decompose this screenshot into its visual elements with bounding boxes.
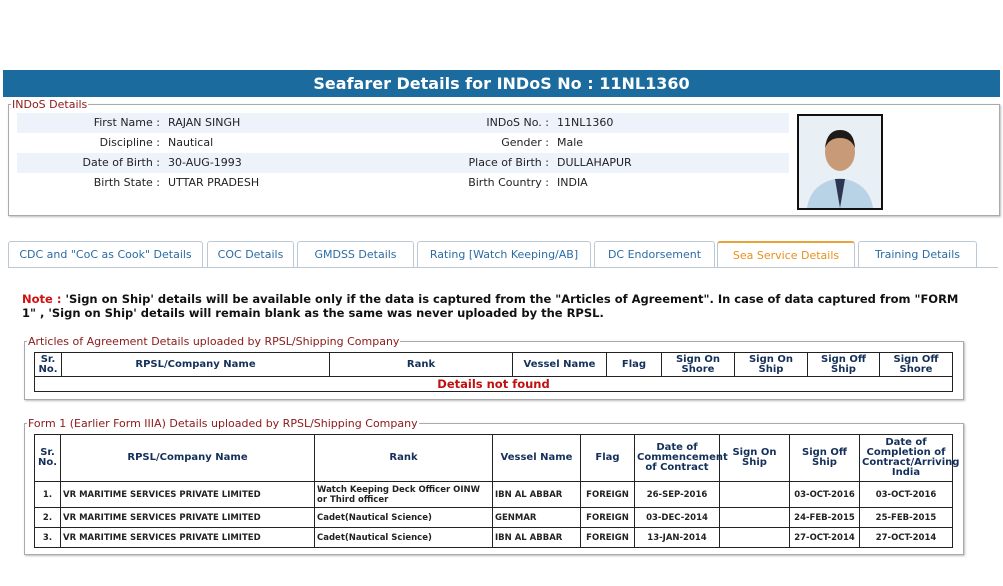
field-label: Discipline : [99, 136, 160, 149]
column-header: Flag [580, 434, 635, 482]
tab[interactable]: GMDSS Details [297, 241, 414, 268]
table-cell: 25-FEB-2015 [859, 507, 953, 528]
table-cell: IBN AL ABBAR [492, 527, 581, 548]
column-header: RPSL/Company Name [61, 352, 330, 377]
table-cell: VR MARITIME SERVICES PRIVATE LIMITED [60, 527, 315, 548]
column-header: Vessel Name [512, 352, 607, 377]
field-value: DULLAHAPUR [557, 156, 632, 169]
column-header: Sr. No. [34, 434, 61, 482]
detail-row: Birth State : UTTAR PRADESH Birth Country … [17, 173, 789, 193]
table-cell: 2. [34, 507, 61, 528]
table-cell: 27-OCT-2014 [789, 527, 860, 548]
tab[interactable]: CDC and "CoC as Cook" Details [8, 241, 203, 268]
table-cell: FOREIGN [580, 481, 635, 508]
table-cell [719, 507, 790, 528]
detail-row: Date of Birth : 30-AUG-1993 Place of Birth… [17, 153, 789, 173]
field-label: Date of Birth : [82, 156, 161, 169]
field-label: First Name : [93, 116, 160, 129]
column-header: Sign Off Ship [807, 352, 880, 377]
section-legend: Form 1 (Earlier Form IIIA) Details uploa… [28, 417, 418, 430]
table-cell: VR MARITIME SERVICES PRIVATE LIMITED [60, 481, 315, 508]
column-header: Flag [606, 352, 662, 377]
table-cell: 03-DEC-2014 [634, 507, 720, 528]
empty-message: Details not found [34, 376, 953, 392]
column-header: Sign On Shore [661, 352, 735, 377]
table-cell: FOREIGN [580, 507, 635, 528]
tab[interactable]: Sea Service Details [717, 241, 855, 268]
note-text: 'Sign on Ship' details will be available… [22, 292, 959, 320]
data-row: 3. VR MARITIME SERVICES PRIVATE LIMITED Ca… [34, 527, 953, 548]
data-row: 2. VR MARITIME SERVICES PRIVATE LIMITED Ca… [34, 507, 953, 528]
table-cell: IBN AL ABBAR [492, 481, 581, 508]
table-cell: Cadet(Nautical Science) [314, 507, 493, 528]
articles-section: Articles of Agreement Details uploaded b… [24, 335, 964, 400]
field-value: UTTAR PRADESH [168, 176, 260, 189]
column-header: Vessel Name [492, 434, 581, 482]
page-title: Seafarer Details for INDoS No : 11NL1360 [3, 70, 1000, 97]
column-header: Sign On Ship [719, 434, 790, 482]
tab[interactable]: DC Endorsement [594, 241, 715, 268]
field-label: INDoS No. : [486, 116, 549, 129]
table-cell: 13-JAN-2014 [634, 527, 720, 548]
table-cell: 3. [34, 527, 61, 548]
table-cell: 03-OCT-2016 [859, 481, 953, 508]
seafarer-photo [797, 114, 883, 210]
empty-row: Details not found [34, 376, 953, 392]
tab[interactable]: Training Details [858, 241, 977, 268]
table-cell: FOREIGN [580, 527, 635, 548]
column-header: Rank [329, 352, 513, 377]
field-value: 30-AUG-1993 [168, 156, 242, 169]
table-cell [719, 527, 790, 548]
table-cell: 26-SEP-2016 [634, 481, 720, 508]
field-value: Nautical [168, 136, 214, 149]
column-header: RPSL/Company Name [60, 434, 315, 482]
note-label: Note : [22, 292, 62, 306]
table-cell: Cadet(Nautical Science) [314, 527, 493, 548]
tab-underline [8, 267, 998, 268]
column-header: Sign Off Shore [879, 352, 953, 377]
table-cell: GENMAR [492, 507, 581, 528]
tab[interactable]: COC Details [207, 241, 294, 268]
field-label: Birth Country : [468, 176, 549, 189]
table-cell: Watch Keeping Deck Officer OINW or Third… [314, 481, 493, 508]
data-table: Sr. No. RPSL/Company Name Rank Vessel Name F… [34, 352, 953, 392]
note: Note : 'Sign on Ship' details will be av… [22, 292, 972, 320]
table-cell [719, 481, 790, 508]
tab[interactable]: Rating [Watch Keeping/AB] [417, 241, 591, 268]
field-value: 11NL1360 [557, 116, 614, 129]
table-cell: 03-OCT-2016 [789, 481, 860, 508]
table-cell: VR MARITIME SERVICES PRIVATE LIMITED [60, 507, 315, 528]
column-header: Sign On Ship [734, 352, 808, 377]
section-legend: Articles of Agreement Details uploaded b… [28, 335, 400, 348]
field-label: Birth State : [93, 176, 160, 189]
column-header: Sign Off Ship [789, 434, 860, 482]
column-header: Date of Commencement of Contract [634, 434, 728, 482]
table-cell: 24-FEB-2015 [789, 507, 860, 528]
form1-section: Form 1 (Earlier Form IIIA) Details uploa… [24, 417, 964, 555]
indos-details: INDoS Details [8, 98, 1000, 216]
column-header: Date of Completion of Contract/Arriving … [859, 434, 959, 482]
field-value: INDIA [557, 176, 588, 189]
section-legend: INDoS Details [12, 98, 88, 111]
column-header: Rank [314, 434, 493, 482]
data-table: Sr. No. RPSL/Company Name Rank Vessel Name F… [34, 434, 959, 548]
field-value: RAJAN SINGH [168, 116, 241, 129]
data-row: 1. VR MARITIME SERVICES PRIVATE LIMITED Wa… [34, 481, 953, 508]
field-value: Male [557, 136, 584, 149]
detail-row: First Name : RAJAN SINGH INDoS No. : 11NL13… [17, 113, 789, 133]
header-row: Sr. No. RPSL/Company Name Rank Vessel Name F… [34, 434, 959, 482]
field-label: Place of Birth : [468, 156, 549, 169]
column-header: Sr. No. [34, 352, 62, 377]
table-cell: 27-OCT-2014 [859, 527, 953, 548]
table-cell: 1. [34, 481, 61, 508]
field-label: Gender : [501, 136, 549, 149]
header-row: Sr. No. RPSL/Company Name Rank Vessel Name F… [34, 352, 953, 377]
detail-row: Discipline : Nautical Gender : Male [17, 133, 789, 153]
